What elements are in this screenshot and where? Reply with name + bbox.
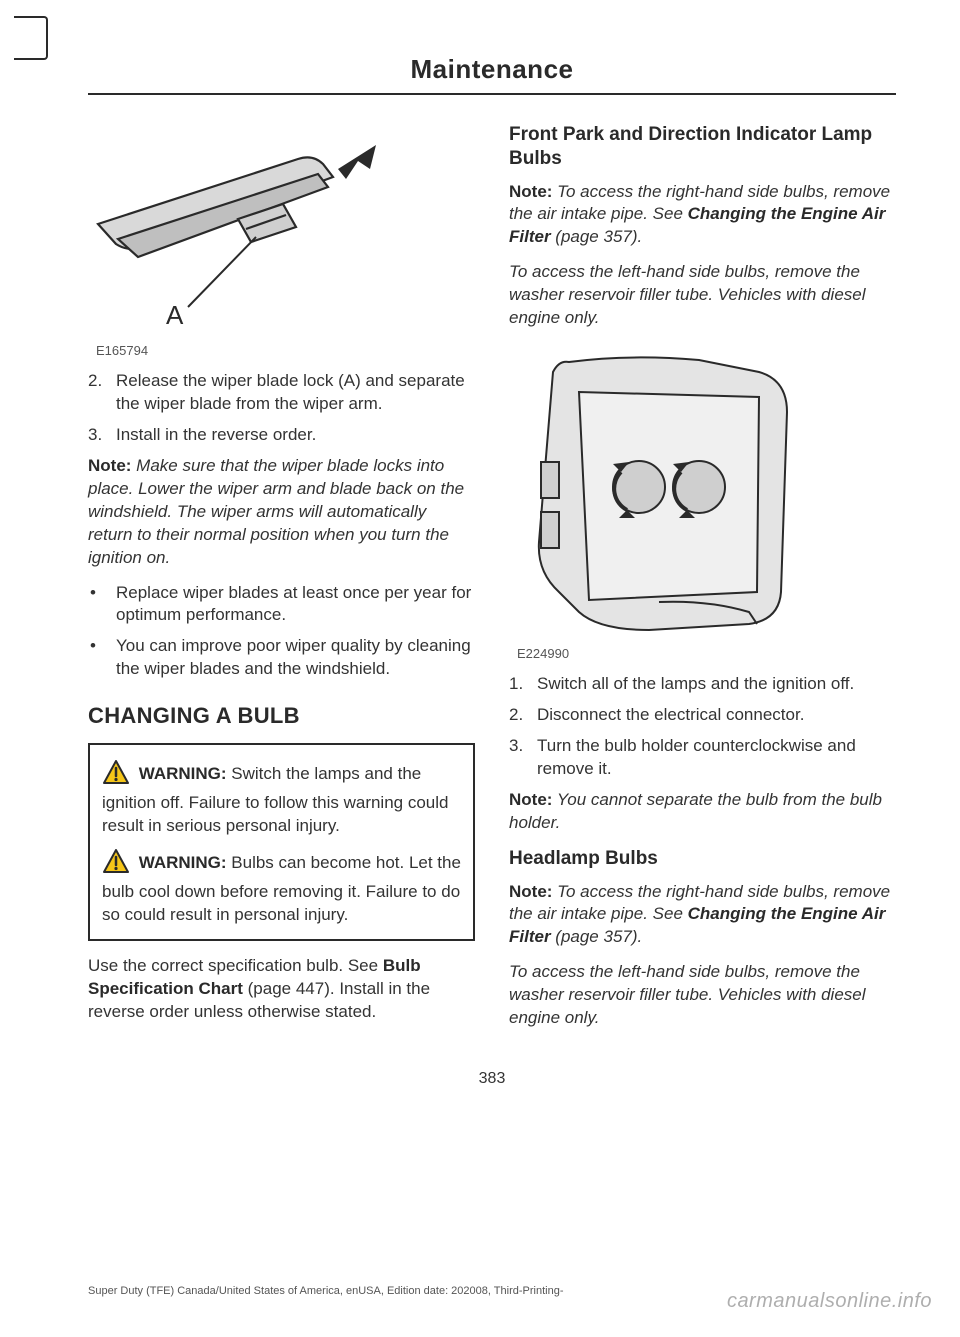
page-corner-tab <box>14 16 48 60</box>
note-label: Note: <box>509 182 552 201</box>
header-rule <box>88 93 896 95</box>
para-use-correct-bulb: Use the correct specification bulb. See … <box>88 955 475 1024</box>
step-text: Disconnect the electrical connector. <box>537 704 896 727</box>
rstep-1: 1. Switch all of the lamps and the ignit… <box>509 673 896 696</box>
page-content: Maintenance <box>0 0 960 1088</box>
note-text-post: (page 357). <box>551 227 643 246</box>
warning-box: WARNING: Switch the lamps and the igniti… <box>88 743 475 941</box>
page-number: 383 <box>88 1070 896 1088</box>
footer-edition-line: Super Duty (TFE) Canada/United States of… <box>88 1285 563 1297</box>
figure-wiper-blade: A <box>88 129 475 339</box>
figure-headlamp-assembly <box>509 342 896 642</box>
figure-caption-1: E165794 <box>96 343 475 358</box>
note-bulb-holder: Note: You cannot separate the bulb from … <box>509 789 896 835</box>
note-right-side-bulbs-2: Note: To access the right-hand side bulb… <box>509 881 896 950</box>
note-label: Note: <box>509 882 552 901</box>
step-text: Release the wiper blade lock (A) and sep… <box>116 370 475 416</box>
bullet-replace-yearly: • Replace wiper blades at least once per… <box>88 582 475 628</box>
note-right-side-bulbs-1: Note: To access the right-hand side bulb… <box>509 181 896 250</box>
rstep-2: 2. Disconnect the electrical connector. <box>509 704 896 727</box>
figure-label-A: A <box>166 300 184 330</box>
note-wiper-lock: Note: Make sure that the wiper blade loc… <box>88 455 475 570</box>
heading-front-park-bulbs: Front Park and Direction Indicator Lamp … <box>509 123 896 171</box>
heading-changing-a-bulb: CHANGING A BULB <box>88 703 475 729</box>
step-number: 3. <box>88 424 116 447</box>
step-2: 2. Release the wiper blade lock (A) and … <box>88 370 475 416</box>
bullet-marker: • <box>88 582 116 628</box>
note-label: Note: <box>509 790 552 809</box>
bullet-text: Replace wiper blades at least once per y… <box>116 582 475 628</box>
bullet-text: You can improve poor wiper quality by cl… <box>116 635 475 681</box>
left-column: A E165794 2. Release the wiper blade loc… <box>88 123 475 1042</box>
rstep-3: 3. Turn the bulb holder counterclockwise… <box>509 735 896 781</box>
step-number: 1. <box>509 673 537 696</box>
bullet-clean-blades: • You can improve poor wiper quality by … <box>88 635 475 681</box>
watermark: carmanualsonline.info <box>727 1290 932 1313</box>
step-text: Install in the reverse order. <box>116 424 475 447</box>
note-label: Note: <box>88 456 131 475</box>
step-number: 2. <box>88 370 116 416</box>
warning-label: WARNING: <box>139 764 227 783</box>
two-column-layout: A E165794 2. Release the wiper blade loc… <box>88 123 896 1042</box>
warning-triangle-icon <box>102 759 130 792</box>
bullet-marker: • <box>88 635 116 681</box>
page-title: Maintenance <box>88 54 896 93</box>
step-3: 3. Install in the reverse order. <box>88 424 475 447</box>
para-left-side-access-2: To access the left-hand side bulbs, remo… <box>509 961 896 1030</box>
note-text: You cannot separate the bulb from the bu… <box>509 790 882 832</box>
warning-1: WARNING: Switch the lamps and the igniti… <box>102 759 461 838</box>
para-text-pre: Use the correct specification bulb. See <box>88 956 383 975</box>
step-number: 2. <box>509 704 537 727</box>
figure-caption-2: E224990 <box>517 646 896 661</box>
heading-headlamp-bulbs: Headlamp Bulbs <box>509 847 896 871</box>
para-left-side-access-1: To access the left-hand side bulbs, remo… <box>509 261 896 330</box>
warning-2: WARNING: Bulbs can become hot. Let the b… <box>102 848 461 927</box>
step-text: Turn the bulb holder counterclockwise an… <box>537 735 896 781</box>
warning-label: WARNING: <box>139 853 227 872</box>
right-column: Front Park and Direction Indicator Lamp … <box>509 123 896 1042</box>
step-text: Switch all of the lamps and the ignition… <box>537 673 896 696</box>
note-text-post: (page 357). <box>551 927 643 946</box>
note-text: Make sure that the wiper blade locks int… <box>88 456 464 567</box>
warning-triangle-icon <box>102 848 130 881</box>
step-number: 3. <box>509 735 537 781</box>
